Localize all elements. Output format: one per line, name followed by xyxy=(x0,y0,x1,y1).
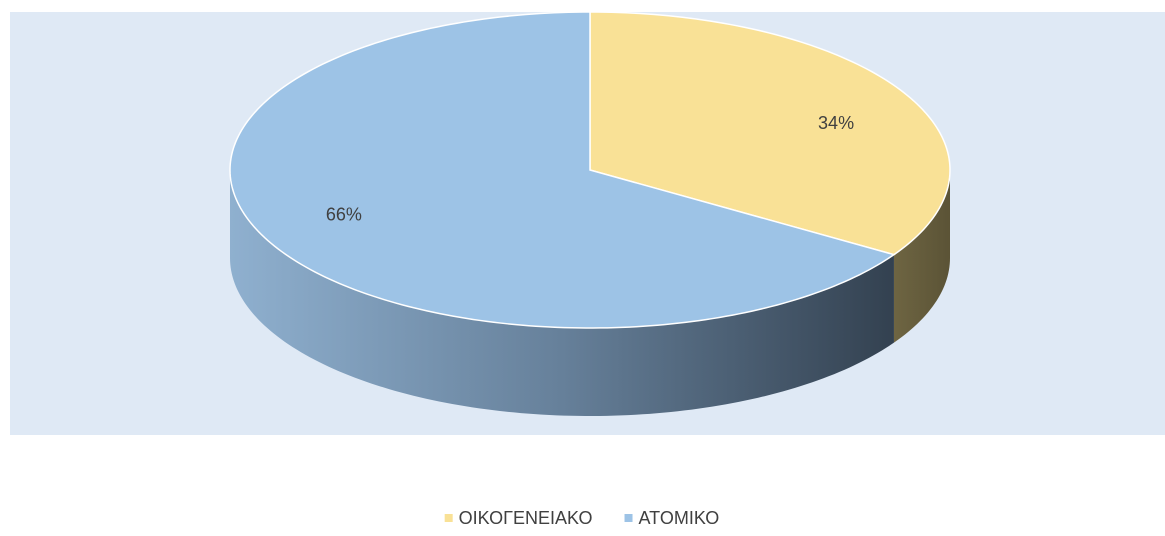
legend-label: ΑΤΟΜΙΚΟ xyxy=(639,508,720,528)
data-label: 66% xyxy=(326,204,362,224)
legend-label: ΟΙΚΟΓΕΝΕΙΑΚΟ xyxy=(459,508,593,528)
pie-side xyxy=(893,170,950,343)
pie-slice xyxy=(589,11,951,256)
pie-slice xyxy=(229,11,896,329)
pie: 34% 66% xyxy=(229,11,951,416)
pie-side xyxy=(230,170,894,416)
legend-swatch xyxy=(624,514,633,522)
data-label: 34% xyxy=(818,113,854,133)
legend-swatch xyxy=(444,514,453,522)
legend: ΟΙΚΟΓΕΝΕΙΑΚΟ ΑΤΟΜΙΚΟ xyxy=(444,508,720,528)
